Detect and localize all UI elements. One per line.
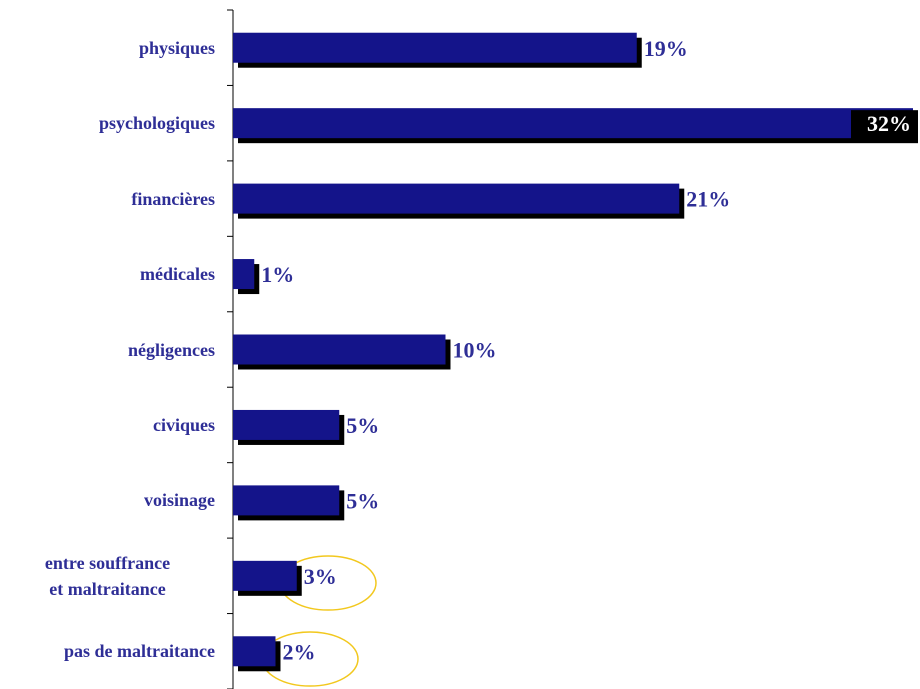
value-label: 5% (346, 488, 379, 513)
value-label: 1% (261, 262, 294, 287)
bar (233, 183, 680, 214)
category-label: négligences (128, 339, 215, 360)
bar (233, 259, 255, 290)
category-label: psychologiques (98, 113, 215, 134)
value-label: 21% (686, 187, 730, 212)
bar (233, 409, 340, 440)
value-label: 3% (304, 564, 337, 589)
value-label: 32% (867, 111, 911, 136)
value-label: 5% (346, 413, 379, 438)
category-label: médicales (140, 264, 215, 285)
category-label: civiques (152, 414, 215, 435)
bar (233, 560, 297, 591)
category-label: voisinage (143, 490, 215, 511)
category-label: entre souffrance et maltraitance (44, 552, 171, 599)
category-label: financières (131, 188, 215, 209)
bar (233, 636, 276, 667)
value-label: 10% (453, 338, 497, 363)
value-label-bg (851, 110, 918, 141)
bar (233, 485, 340, 516)
bar (233, 334, 446, 365)
category-label: pas de maltraitance (64, 641, 215, 662)
value-label: 19% (644, 36, 688, 61)
bar (233, 32, 637, 63)
bar (233, 108, 913, 139)
value-label: 2% (283, 639, 316, 664)
category-label: physiques (138, 37, 215, 58)
